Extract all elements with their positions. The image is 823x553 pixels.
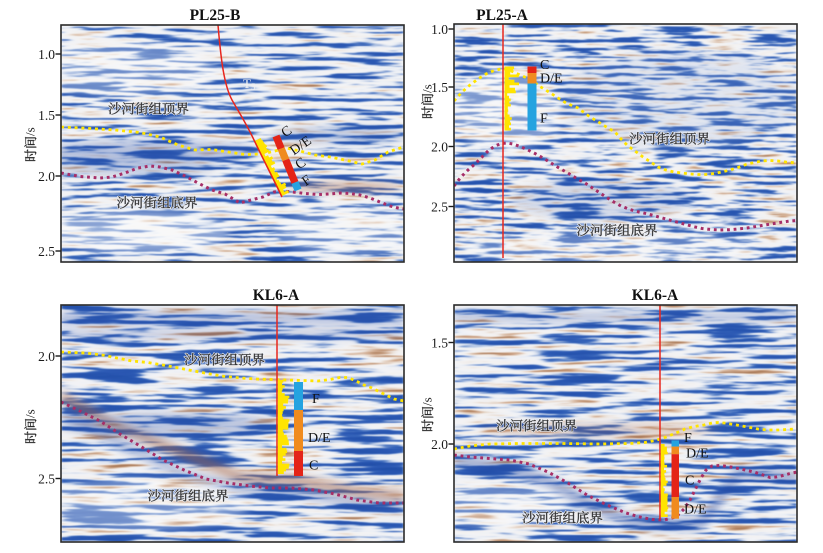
svg-text:1.5: 1.5 [38, 108, 55, 123]
svg-text:KL6-A: KL6-A [253, 287, 300, 304]
svg-text:F: F [312, 392, 320, 407]
svg-text:1.0: 1.0 [38, 47, 55, 62]
svg-text:/s: /s [23, 409, 38, 418]
svg-text:1.5: 1.5 [431, 80, 448, 95]
svg-text:2.0: 2.0 [431, 139, 448, 154]
svg-text:C: C [685, 474, 694, 489]
svg-text:1.0: 1.0 [431, 22, 448, 37]
svg-text:2.5: 2.5 [38, 471, 55, 486]
svg-text:/s: /s [23, 127, 38, 136]
svg-text:2.5: 2.5 [38, 244, 55, 259]
svg-text:2.5: 2.5 [431, 199, 448, 214]
svg-text:2.0: 2.0 [38, 349, 55, 364]
svg-text:C: C [540, 58, 549, 73]
svg-text:2.0: 2.0 [431, 437, 448, 452]
svg-text:/s: /s [420, 397, 435, 406]
svg-text:F: F [540, 112, 548, 127]
svg-text:PL25-A: PL25-A [476, 7, 528, 24]
svg-text:PL25-B: PL25-B [190, 7, 241, 24]
svg-text:2.0: 2.0 [38, 169, 55, 184]
svg-text:KL6-A: KL6-A [632, 287, 679, 304]
svg-text:1.5: 1.5 [431, 335, 448, 350]
svg-text:D/E: D/E [686, 447, 709, 462]
svg-text:C: C [309, 459, 318, 474]
svg-text:D/E: D/E [540, 72, 563, 87]
svg-text:/s: /s [420, 84, 435, 93]
svg-text:D/E: D/E [308, 431, 331, 446]
svg-text:D/E: D/E [684, 503, 707, 518]
svg-text:F: F [684, 431, 692, 446]
